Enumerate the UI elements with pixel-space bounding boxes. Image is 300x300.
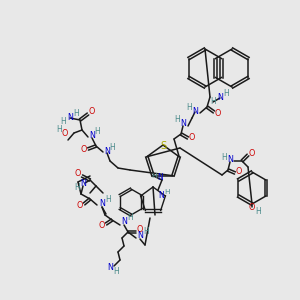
Text: H: H: [186, 103, 192, 112]
Text: N: N: [227, 155, 233, 164]
Text: N: N: [192, 107, 198, 116]
Text: N: N: [217, 94, 223, 103]
Text: N: N: [99, 200, 105, 208]
Text: H: H: [113, 268, 119, 277]
Text: O: O: [99, 220, 105, 230]
Text: O: O: [137, 226, 143, 235]
Text: H: H: [127, 214, 133, 223]
Text: H: H: [221, 152, 227, 161]
Text: O: O: [81, 146, 87, 154]
Text: H: H: [151, 173, 157, 179]
Text: H: H: [94, 127, 100, 136]
Text: H: H: [60, 118, 66, 127]
Text: S: S: [160, 141, 166, 151]
Text: O: O: [62, 128, 68, 137]
Text: H: H: [164, 189, 170, 195]
Text: O: O: [189, 133, 195, 142]
Text: O: O: [215, 109, 221, 118]
Text: N: N: [121, 218, 127, 226]
Text: O: O: [236, 167, 242, 176]
Text: O: O: [249, 202, 255, 211]
Text: H: H: [255, 206, 261, 215]
Text: N: N: [104, 146, 110, 155]
Text: H: H: [74, 182, 80, 191]
Text: H: H: [73, 110, 79, 118]
Text: N: N: [89, 130, 95, 140]
Text: H: H: [143, 227, 149, 236]
Text: N: N: [80, 178, 86, 188]
Text: O: O: [77, 200, 83, 209]
Text: O: O: [75, 169, 81, 178]
Text: H: H: [174, 116, 180, 124]
Text: O: O: [249, 148, 255, 158]
Text: N: N: [180, 118, 186, 127]
Text: O: O: [89, 106, 95, 116]
Text: H: H: [105, 196, 111, 205]
Text: N: N: [67, 113, 73, 122]
Text: H: H: [56, 124, 62, 134]
Text: H: H: [109, 142, 115, 152]
Text: N: N: [157, 173, 163, 182]
Text: H: H: [223, 89, 229, 98]
Text: N: N: [137, 232, 143, 241]
Text: N: N: [107, 263, 113, 272]
Text: H: H: [210, 98, 216, 106]
Text: N: N: [158, 190, 164, 200]
